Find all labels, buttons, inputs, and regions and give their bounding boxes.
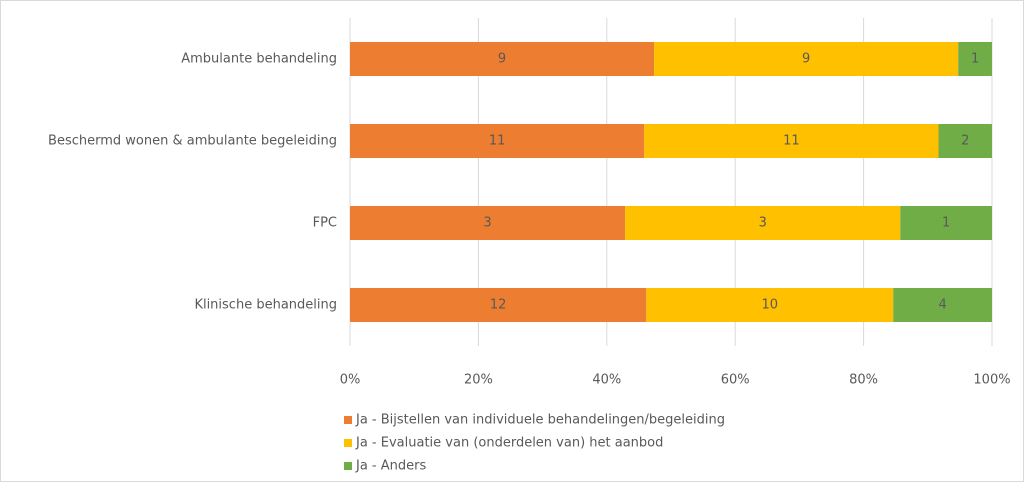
- data-label: 1: [942, 216, 950, 231]
- x-tick-label: 60%: [721, 373, 750, 388]
- bar-segment: [625, 206, 901, 240]
- data-label: 2: [961, 134, 969, 149]
- data-label: 11: [783, 134, 800, 149]
- y-tick-label: Ambulante behandeling: [181, 52, 337, 67]
- bar-segment: [654, 42, 959, 76]
- data-label: 3: [759, 216, 767, 231]
- bar-segment: [646, 288, 894, 322]
- bar-segment: [350, 42, 655, 76]
- bar-segment: [958, 42, 992, 76]
- data-label: 9: [802, 52, 810, 67]
- legend-label: Ja - Anders: [355, 459, 426, 474]
- bar-segment: [350, 206, 626, 240]
- y-tick-label: Beschermd wonen & ambulante begeleiding: [48, 134, 337, 149]
- y-tick-label: Klinische behandeling: [194, 298, 337, 313]
- legend-label: Ja - Bijstellen van individuele behandel…: [355, 413, 725, 428]
- y-tick-label: FPC: [313, 216, 337, 231]
- data-label: 10: [761, 298, 778, 313]
- bar-segment: [350, 124, 645, 158]
- data-label: 4: [938, 298, 946, 313]
- bar-segment: [900, 206, 992, 240]
- data-label: 9: [498, 52, 506, 67]
- bar-segment: [350, 288, 647, 322]
- legend-label: Ja - Evaluatie van (onderdelen van) het …: [355, 436, 663, 451]
- data-label: 1: [971, 52, 979, 67]
- legend-swatch: [344, 462, 352, 470]
- data-label: 12: [490, 298, 507, 313]
- bar-segment: [893, 288, 992, 322]
- bar-segment: [938, 124, 992, 158]
- legend-swatch: [344, 416, 352, 424]
- x-tick-label: 100%: [973, 373, 1010, 388]
- x-tick-label: 80%: [849, 373, 878, 388]
- data-label: 3: [483, 216, 491, 231]
- data-label: 11: [489, 134, 506, 149]
- x-tick-label: 40%: [592, 373, 621, 388]
- x-tick-label: 20%: [464, 373, 493, 388]
- legend-swatch: [344, 439, 352, 447]
- x-tick-label: 0%: [340, 373, 361, 388]
- bar-segment: [644, 124, 939, 158]
